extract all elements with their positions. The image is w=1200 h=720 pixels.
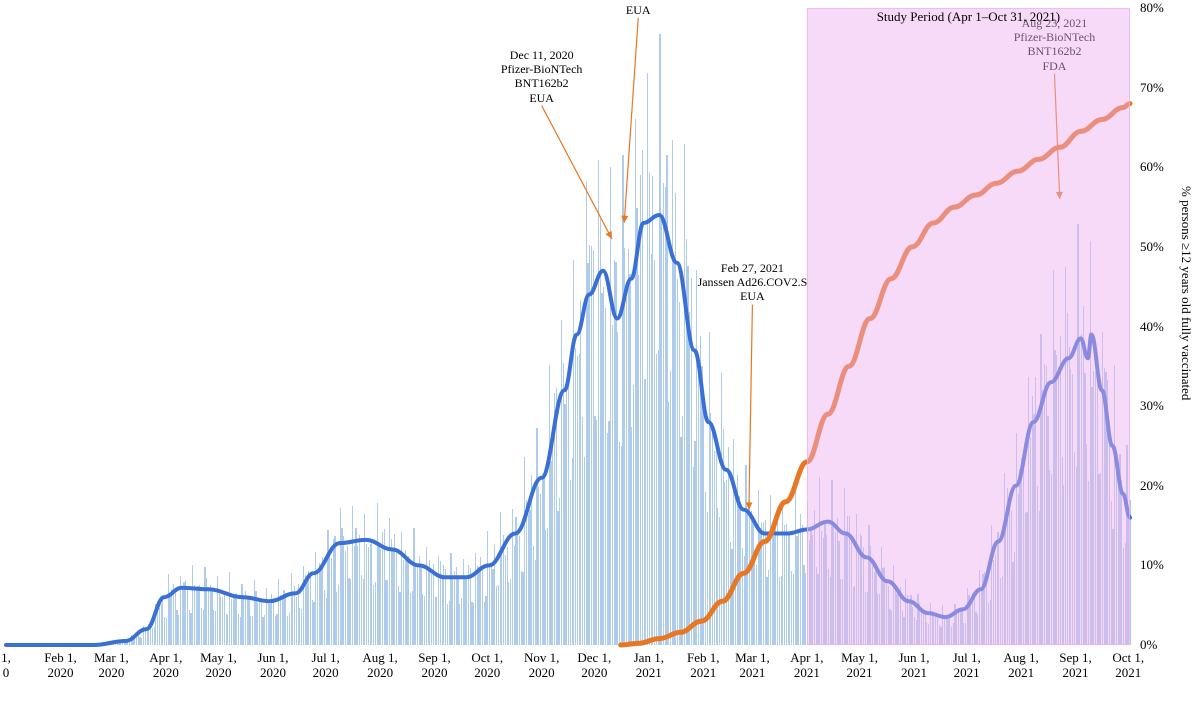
x-axis-tick: Aug 1,2021 bbox=[1003, 651, 1038, 681]
x-axis-tick: Mar 1,2020 bbox=[94, 651, 129, 681]
x-axis-tick: Jun 1,2021 bbox=[898, 651, 929, 681]
study-period-label: Study Period (Apr 1–Oct 31, 2021) bbox=[877, 9, 1060, 25]
x-axis-tick: Aug 1,2020 bbox=[362, 651, 397, 681]
right-axis-title: % persons ≥12 years old fully vaccinated bbox=[1178, 186, 1194, 400]
x-axis-tick: Mar 1,2021 bbox=[735, 651, 770, 681]
x-axis-tick: Feb 1,2021 bbox=[687, 651, 720, 681]
study-period-shade bbox=[807, 8, 1130, 645]
x-axis-tick: Oct 1,2020 bbox=[471, 651, 503, 681]
x-axis-tick: Apr 1,2020 bbox=[149, 651, 182, 681]
right-axis-tick: 80% bbox=[1140, 0, 1164, 16]
x-axis-tick: Feb 1,2020 bbox=[44, 651, 77, 681]
x-axis-tick: Dec 1,2020 bbox=[577, 651, 611, 681]
x-axis-tick: Sep 1,2021 bbox=[1059, 651, 1092, 681]
x-axis-tick: Oct 1,2021 bbox=[1112, 651, 1144, 681]
right-axis-tick: 60% bbox=[1140, 159, 1164, 175]
x-axis-tick: Jun 1,2020 bbox=[257, 651, 288, 681]
right-axis-tick: 70% bbox=[1140, 80, 1164, 96]
annotation-label: Feb 27, 2021Janssen Ad26.COV2.SEUA bbox=[698, 261, 808, 304]
x-axis-tick: May 1,2020 bbox=[200, 651, 237, 681]
right-axis-tick: 10% bbox=[1140, 557, 1164, 573]
x-axis-tick: Jul 1,2020 bbox=[312, 651, 340, 681]
right-axis-tick: 30% bbox=[1140, 398, 1164, 414]
annotation-label: Dec 11, 2020Pfizer-BioNTechBNT162b2EUA bbox=[501, 48, 583, 106]
annotation-label: Dec 18, 2020Moderna mRNA-1273EUA bbox=[584, 0, 693, 17]
chart-root: 0%10%20%30%40%50%60%70%80% 1,0Feb 1,2020… bbox=[0, 0, 1200, 720]
right-axis-tick: 40% bbox=[1140, 319, 1164, 335]
daily-bar bbox=[1130, 500, 1131, 645]
x-axis-tick: Jan 1,2021 bbox=[634, 651, 664, 681]
x-axis-tick: May 1,2021 bbox=[841, 651, 878, 681]
x-axis-tick: Jul 1,2021 bbox=[953, 651, 981, 681]
x-axis-tick: Apr 1,2021 bbox=[790, 651, 823, 681]
x-axis-tick: 1,0 bbox=[1, 651, 11, 681]
right-axis-tick: 50% bbox=[1140, 239, 1164, 255]
right-axis-tick: 20% bbox=[1140, 478, 1164, 494]
x-axis-tick: Sep 1,2020 bbox=[418, 651, 451, 681]
x-axis-tick: Nov 1,2020 bbox=[524, 651, 559, 681]
